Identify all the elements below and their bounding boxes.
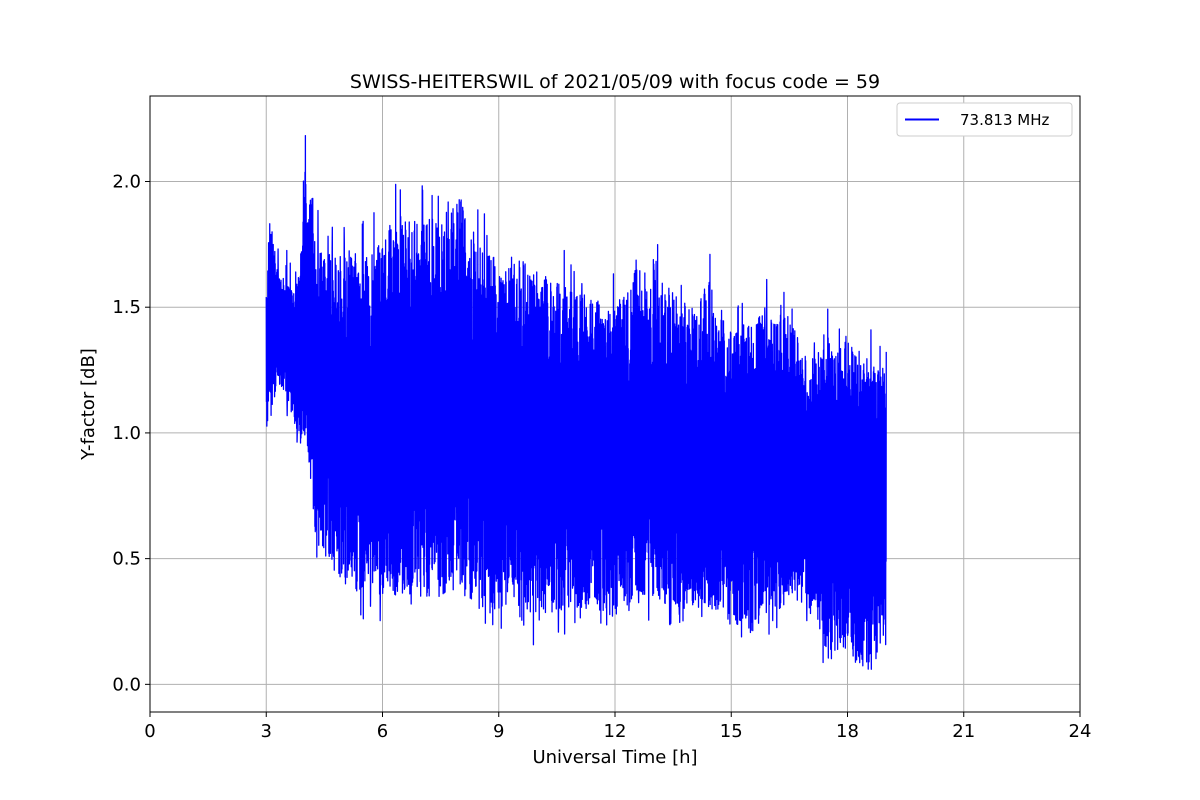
x-axis-ticks: 0 3 6 9 12 15 18 21 24 (144, 712, 1091, 742)
y-axis-ticks: 0.0 0.5 1.0 1.5 2.0 (112, 171, 150, 695)
y-tick-label: 1.0 (112, 423, 141, 444)
chart-title: SWISS-HEITERSWIL of 2021/05/09 with focu… (350, 71, 880, 93)
y-tick-label: 1.5 (112, 297, 141, 318)
x-tick-label: 0 (144, 721, 155, 742)
x-tick-label: 15 (720, 721, 743, 742)
x-tick-label: 3 (261, 721, 272, 742)
legend-box (896, 102, 1073, 137)
y-axis-label: Y-factor [dB] (78, 348, 99, 461)
x-tick-label: 18 (836, 721, 859, 742)
x-tick-label: 12 (604, 721, 627, 742)
x-tick-label: 6 (377, 721, 388, 742)
y-tick-label: 0.0 (112, 674, 141, 695)
y-tick-label: 2.0 (112, 171, 141, 192)
legend-entry-label: 73.813 MHz (960, 111, 1049, 129)
y-tick-label: 0.5 (112, 549, 141, 570)
series-plot-area (265, 134, 887, 670)
x-tick-label: 9 (493, 721, 504, 742)
x-axis-label: Universal Time [h] (532, 747, 697, 768)
series-line-73-813-mhz (265, 134, 887, 670)
x-tick-label: 21 (952, 721, 975, 742)
x-tick-label: 24 (1069, 721, 1092, 742)
legend: 73.813 MHz (896, 102, 1073, 137)
